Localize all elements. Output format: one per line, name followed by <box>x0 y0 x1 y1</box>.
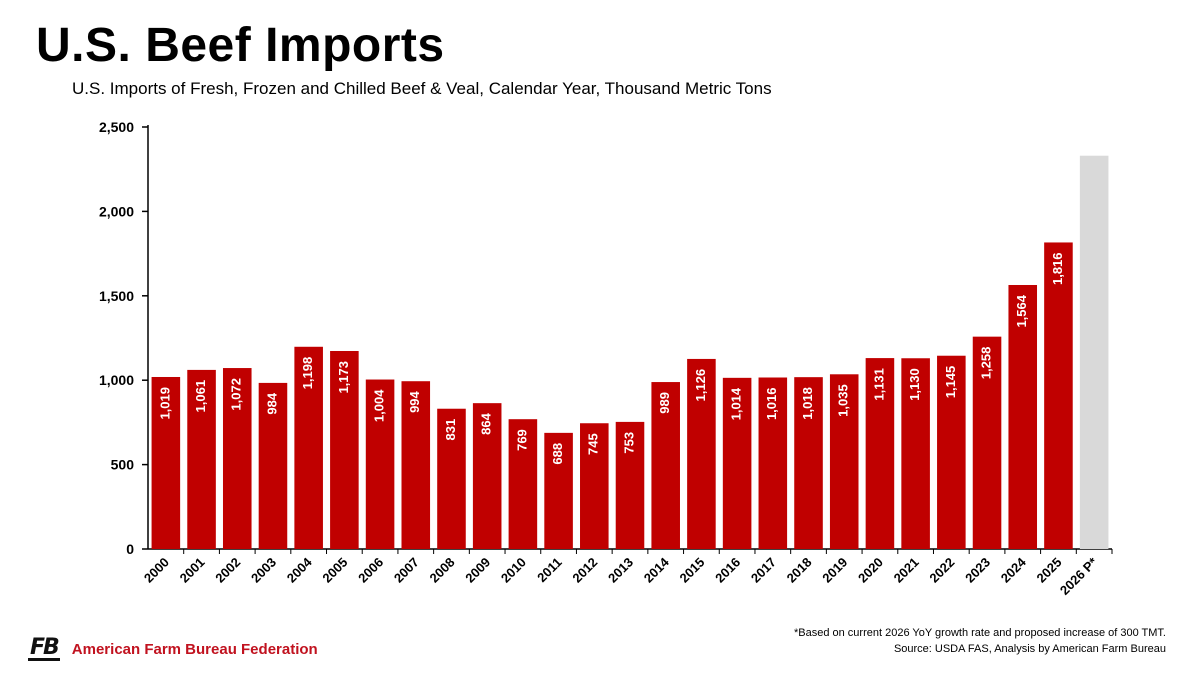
x-tick-label: 2005 <box>319 555 350 586</box>
data-label: 1,564 <box>1014 294 1029 327</box>
data-label: 1,131 <box>871 368 886 401</box>
x-tick-label: 2018 <box>784 555 815 586</box>
x-tick-label: 2007 <box>391 555 422 586</box>
x-tick-label: 2011 <box>534 555 565 586</box>
bar <box>580 423 609 549</box>
bar <box>829 374 859 549</box>
x-tick-label: 2008 <box>427 555 458 586</box>
bar-chart: 0 500 1,000 1,500 2,000 2,500 1,019 2000 1,061 20… <box>99 119 1113 598</box>
bar <box>544 432 573 549</box>
chart-title: U.S. Beef Imports <box>36 19 445 72</box>
y-tick-label: 2,500 <box>99 119 134 135</box>
bar <box>722 377 752 549</box>
x-tick-label: 2006 <box>355 555 386 586</box>
data-label: 1,173 <box>336 361 351 394</box>
x-tick-label: 2000 <box>141 555 172 586</box>
data-label: 831 <box>443 419 458 441</box>
data-label: 1,016 <box>764 387 779 420</box>
data-label: 1,072 <box>229 378 244 411</box>
data-label: 864 <box>479 412 494 434</box>
x-tick-label: 2017 <box>748 555 779 586</box>
data-label: 989 <box>657 392 672 414</box>
bar <box>330 350 359 549</box>
data-label: 688 <box>550 443 565 465</box>
y-tick-label: 0 <box>126 541 134 557</box>
y-tick-label: 500 <box>111 457 135 473</box>
bar <box>151 376 181 549</box>
x-tick-label: 2021 <box>891 555 922 586</box>
data-label: 1,126 <box>693 369 708 402</box>
chart-subtitle: U.S. Imports of Fresh, Frozen and Chille… <box>72 79 772 98</box>
data-label: 1,145 <box>943 366 958 399</box>
x-tick-label: 2012 <box>569 555 600 586</box>
data-label: 1,130 <box>907 368 922 401</box>
bar <box>937 355 966 549</box>
bar <box>294 346 323 549</box>
bar <box>401 381 431 549</box>
afbf-logo: FB American Farm Bureau Federation <box>28 635 318 661</box>
bar <box>1044 242 1073 549</box>
y-tick-label: 1,500 <box>99 288 134 304</box>
bar <box>615 421 645 549</box>
data-label: 1,035 <box>836 384 851 417</box>
bar <box>651 382 680 549</box>
bar <box>865 358 895 549</box>
x-tick-label: 2022 <box>926 555 957 586</box>
x-tick-label: 2016 <box>712 555 743 586</box>
bar <box>508 419 538 549</box>
y-tick-label: 2,000 <box>99 203 134 219</box>
x-tick-label: 2004 <box>284 554 316 586</box>
data-label: 769 <box>514 429 529 451</box>
data-label: 1,014 <box>729 387 744 420</box>
x-tick-label: 2009 <box>462 555 493 586</box>
bar <box>1008 284 1038 549</box>
x-tick-label: 2024 <box>998 554 1030 586</box>
bar <box>365 379 395 549</box>
x-tick-label: 2010 <box>498 555 529 586</box>
x-tick-label: 2013 <box>605 555 636 586</box>
data-label: 1,816 <box>1050 252 1065 285</box>
logo-text: American Farm Bureau Federation <box>71 641 318 658</box>
x-tick-label: 2023 <box>962 555 993 586</box>
footnote: *Based on current 2026 YoY growth rate a… <box>794 625 1166 657</box>
bar <box>901 358 930 549</box>
bar <box>472 403 502 549</box>
bar <box>222 368 252 549</box>
x-tick-label: 2002 <box>212 555 243 586</box>
x-tick-label: 2020 <box>855 555 886 586</box>
bar <box>187 369 216 549</box>
bar <box>794 377 823 549</box>
bar <box>258 382 288 549</box>
x-tick-label: 2015 <box>676 555 707 586</box>
data-label: 1,019 <box>157 387 172 420</box>
data-label: 984 <box>264 392 279 414</box>
footnote-source: Source: USDA FAS, Analysis by American F… <box>893 643 1166 655</box>
x-tick-label: 2001 <box>177 555 208 586</box>
bar <box>758 377 788 549</box>
x-tick-label: 2014 <box>641 554 673 586</box>
data-label: 1,018 <box>800 387 815 420</box>
bar <box>972 336 1002 549</box>
x-tick-label: 2019 <box>819 555 850 586</box>
data-label: 1,198 <box>300 357 315 390</box>
y-tick-label: 1,000 <box>99 372 134 388</box>
x-tick-label: 2003 <box>248 555 279 586</box>
data-label: 1,258 <box>978 347 993 380</box>
x-tick-label: 2025 <box>1034 555 1065 586</box>
footnote-projection-note: *Based on current 2026 YoY growth rate a… <box>793 627 1166 639</box>
bar <box>687 358 716 549</box>
fb-logo-icon: FB <box>28 635 60 661</box>
data-label: 1,061 <box>193 380 208 413</box>
bar-projected <box>1079 155 1109 550</box>
data-label: 1,004 <box>372 389 387 422</box>
data-label: 753 <box>621 432 636 454</box>
x-tick-label: 2026 P* <box>1057 554 1101 598</box>
data-label: 745 <box>586 433 601 455</box>
bar <box>437 408 466 549</box>
data-label: 994 <box>407 390 422 412</box>
